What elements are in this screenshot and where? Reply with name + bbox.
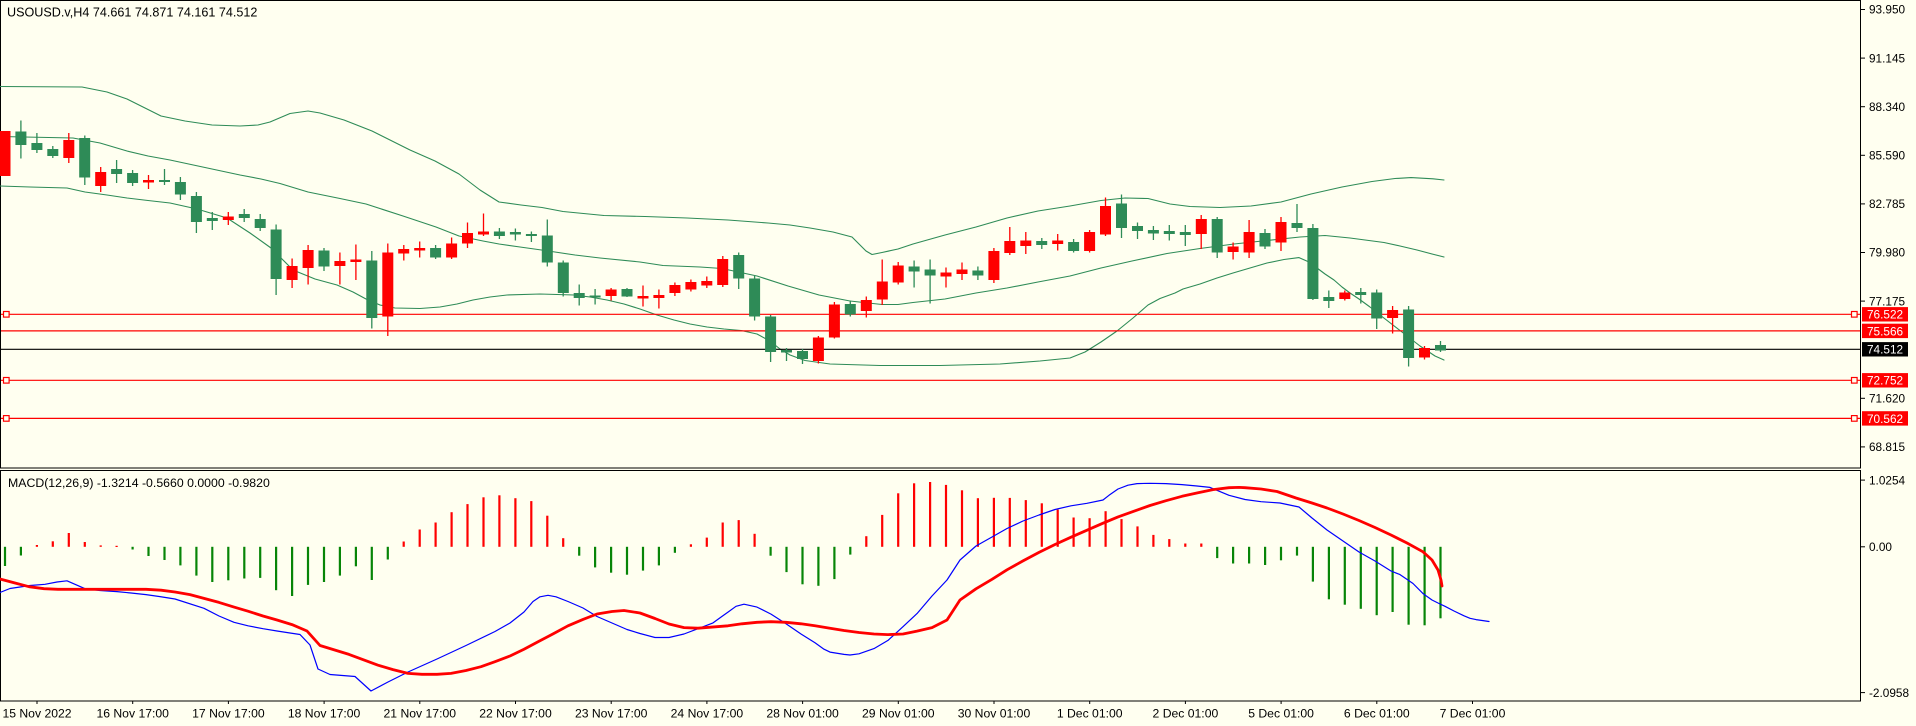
svg-text:70.562: 70.562: [1867, 412, 1903, 426]
svg-text:1.0254: 1.0254: [1869, 473, 1906, 487]
svg-text:82.785: 82.785: [1869, 197, 1906, 211]
svg-text:5 Dec 01:00: 5 Dec 01:00: [1248, 707, 1314, 721]
svg-text:85.590: 85.590: [1869, 149, 1906, 163]
svg-text:91.145: 91.145: [1869, 51, 1906, 65]
svg-text:-2.0958: -2.0958: [1869, 686, 1909, 700]
svg-text:74.512: 74.512: [1867, 343, 1903, 357]
svg-text:93.950: 93.950: [1869, 3, 1906, 17]
svg-text:15 Nov 2022: 15 Nov 2022: [2, 707, 71, 721]
svg-text:88.340: 88.340: [1869, 100, 1906, 114]
svg-text:6 Dec 01:00: 6 Dec 01:00: [1344, 707, 1410, 721]
svg-text:16 Nov 17:00: 16 Nov 17:00: [96, 707, 169, 721]
svg-text:30 Nov 01:00: 30 Nov 01:00: [958, 707, 1031, 721]
svg-text:72.752: 72.752: [1867, 374, 1903, 388]
svg-text:75.566: 75.566: [1867, 324, 1904, 338]
svg-text:68.815: 68.815: [1869, 440, 1906, 454]
svg-text:77.175: 77.175: [1869, 294, 1906, 308]
svg-text:71.620: 71.620: [1869, 392, 1906, 406]
svg-text:7 Dec 01:00: 7 Dec 01:00: [1440, 707, 1506, 721]
svg-text:2 Dec 01:00: 2 Dec 01:00: [1153, 707, 1219, 721]
svg-text:18 Nov 17:00: 18 Nov 17:00: [288, 707, 361, 721]
svg-text:21 Nov 17:00: 21 Nov 17:00: [384, 707, 457, 721]
svg-text:USOUSD.v,H4 74.661 74.871 74.1: USOUSD.v,H4 74.661 74.871 74.161 74.512: [7, 6, 257, 20]
svg-text:0.00: 0.00: [1869, 540, 1892, 554]
svg-text:28 Nov 01:00: 28 Nov 01:00: [766, 707, 839, 721]
svg-text:22 Nov 17:00: 22 Nov 17:00: [479, 707, 552, 721]
svg-text:29 Nov 01:00: 29 Nov 01:00: [862, 707, 935, 721]
svg-text:76.522: 76.522: [1867, 308, 1903, 322]
svg-text:1 Dec 01:00: 1 Dec 01:00: [1057, 707, 1123, 721]
svg-text:79.980: 79.980: [1869, 246, 1906, 260]
svg-text:23 Nov 17:00: 23 Nov 17:00: [575, 707, 648, 721]
svg-text:17 Nov 17:00: 17 Nov 17:00: [192, 707, 265, 721]
svg-text:MACD(12,26,9) -1.3214 -0.5660: MACD(12,26,9) -1.3214 -0.5660 0.0000 -0.…: [8, 476, 270, 490]
svg-text:24 Nov 17:00: 24 Nov 17:00: [671, 707, 744, 721]
